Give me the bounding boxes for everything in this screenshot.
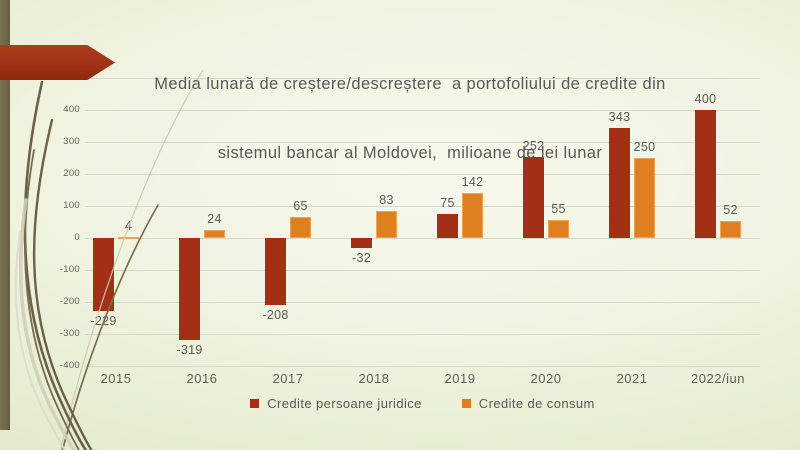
bar-value-label: -32 [352,251,371,266]
bar-credite-persoane-juridice-2020 [523,157,544,238]
gridline--100 [85,270,760,271]
gridline-400 [85,110,760,111]
gridline--400 [85,366,760,367]
y-axis-tick-label: -100 [59,264,80,275]
bar-value-label: 55 [551,202,566,217]
x-axis-label-2016: 2016 [186,371,218,386]
legend-label: Credite de consum [478,396,595,411]
gridline-300 [85,142,760,143]
bar-value-label: 250 [633,140,656,154]
bar-credite-persoane-juridice-2015 [93,238,114,312]
y-axis-tick-label: 0 [74,232,80,243]
bar-value-label: 252 [522,139,545,154]
left-accent-bar [0,0,10,430]
y-axis-tick-label: 400 [63,104,80,115]
slide-title-line-2: sistemul bancar al Moldovei, milioane de… [217,144,603,162]
bar-value-label: 65 [293,199,308,214]
bar-credite-de-consum-2021 [634,158,655,238]
y-axis-tick-label: -300 [59,328,80,339]
y-axis-tick-label: -400 [59,360,80,371]
bar-value-label: -319 [176,343,203,358]
legend-label: Credite persoane juridice [267,396,422,411]
bar-value-label: 52 [723,203,738,218]
x-axis-label-2022-iun: 2022/iun [691,371,745,386]
y-axis-tick-label: 300 [63,136,80,147]
gridline-100 [85,206,760,207]
bar-credite-persoane-juridice-2022-iun [695,110,716,238]
bar-value-label: 75 [440,196,455,210]
gridline--300 [85,334,760,335]
bar-value-label: 4 [124,218,133,233]
bar-credite-persoane-juridice-2018 [351,238,372,249]
bar-value-label: 400 [694,92,717,106]
bar-credite-de-consum-2016 [204,230,225,238]
bar-value-label: 83 [379,193,394,208]
x-axis-label-2019: 2019 [444,371,476,386]
y-axis-tick-label: -200 [59,296,80,307]
slide-title: Media lunară de creștere/descreștere a p… [110,27,710,211]
slide-title-line-1: Media lunară de creștere/descreștere a p… [154,75,666,93]
gridline-500 [85,78,760,79]
y-axis-tick-label: 100 [63,200,80,211]
x-axis-label-2017: 2017 [272,371,304,386]
bar-credite-de-consum-2020 [548,220,569,238]
bar-value-label: -208 [262,307,289,322]
x-axis-label-2015: 2015 [100,371,132,386]
x-axis-label-2020: 2020 [530,371,562,386]
bar-credite-persoane-juridice-2019 [437,214,458,238]
bar-credite-persoane-juridice-2016 [179,238,200,341]
bar-credite-de-consum-2019 [462,192,483,238]
chart-legend: Credite persoane juridice Credite de cons… [85,396,760,411]
bar-credite-persoane-juridice-2017 [265,238,286,305]
legend-item-credite-de-consum: Credite de consum [461,396,595,411]
y-axis-tick-label: 200 [63,168,80,179]
gridline-0 [85,238,760,239]
legend-item-credite-persoane-juridice: Credite persoane juridice [250,396,422,411]
gridline--200 [85,302,760,303]
bar-value-label: 142 [461,174,484,189]
bar-credite-de-consum-2018 [376,211,397,238]
x-axis-label-2018: 2018 [358,371,390,386]
bar-credite-persoane-juridice-2021 [609,128,630,238]
bar-value-label: 24 [207,212,222,227]
legend-swatch-icon [250,399,260,408]
bar-credite-de-consum-2022-iun [720,221,741,238]
x-axis-label-2021: 2021 [616,371,648,386]
legend-swatch-icon [461,399,471,408]
gridline-200 [85,174,760,175]
bar-credite-de-consum-2017 [290,217,311,238]
bar-value-label: 343 [608,110,631,125]
bar-credite-de-consum-2015 [118,236,139,239]
bar-value-label: -229 [90,314,117,329]
